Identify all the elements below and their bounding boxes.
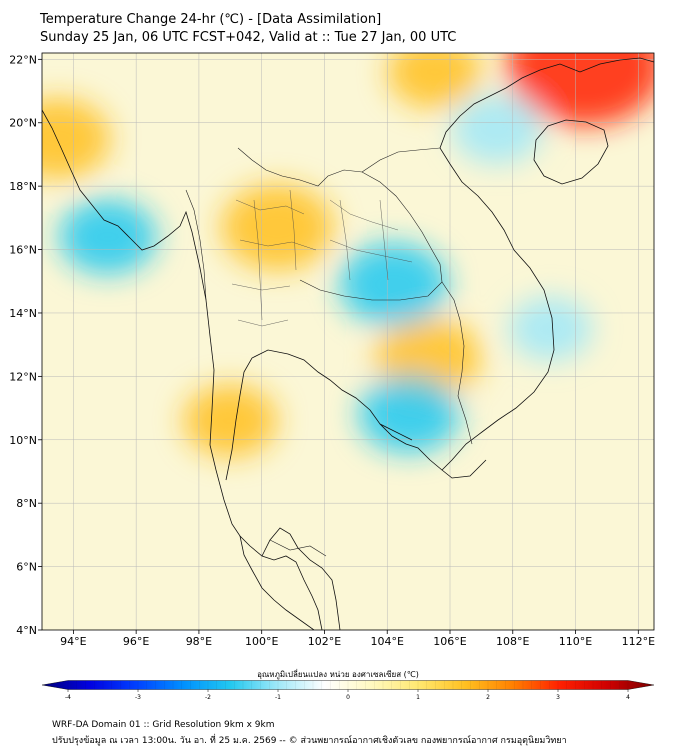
colorbar-tick-label: -2 [205,694,211,701]
lat-tick-label: 8°N [16,497,37,510]
lon-tick-label: 94°E [60,635,86,648]
colorbar-ticks: -4 -3 -2 -1 0 1 2 3 4 [65,680,630,701]
colorbar: -4 -3 -2 -1 0 1 2 3 4 [41,680,655,701]
lon-tick-label: 112°E [622,635,655,648]
colorbar-tick-label: 0 [346,694,350,701]
border-burma-thai [185,189,207,301]
lon-tick-label: 102°E [308,635,341,648]
lon-tick-label: 106°E [433,635,466,648]
lon-tick-label: 104°E [371,635,404,648]
colorbar-tick-label: 4 [626,694,630,701]
lat-tick-label: 20°N [9,117,37,130]
footer-credit: ปรับปรุงข้อมูล ณ เวลา 13:00น. วัน อา. ที… [52,736,567,746]
border-thai-laos [237,147,443,283]
anomaly-warm-andaman [183,384,278,457]
coastline-vietnam-south [379,423,487,479]
province-borders [231,189,413,327]
coastline-malay-peninsula [239,527,341,630]
colorbar-tick-label: -1 [275,694,281,701]
colorbar-tick-label: -3 [135,694,141,701]
coastline-gulf-of-thailand [225,57,654,481]
coastline-hainan [533,119,609,185]
lon-tick-label: 100°E [245,635,278,648]
anomaly-cool-south-vietnam-coast [508,296,593,361]
plot-area[interactable] [5,6,663,630]
colorbar-tick-label: 3 [556,694,560,701]
lat-tick-label: 12°N [9,370,37,383]
lat-tick-label: 18°N [9,180,37,193]
lat-tick-label: 4°N [16,624,37,637]
anomaly-cool-northeast-thailand [339,242,448,327]
anomaly-cool-gulf-of-tonkin [451,94,543,164]
lon-tick-label: 108°E [496,635,529,648]
map-subtitle: Sunday 25 Jan, 06 UTC FCST+042, Valid at… [40,30,457,45]
lat-tick-label: 10°N [9,434,37,447]
lon-tick-label: 96°E [123,635,149,648]
coastlines [42,57,654,630]
anomaly-warm-myanmar-north [387,53,482,109]
border-thai-cambodia [299,279,443,301]
anomaly-warm-north-burma [42,98,111,179]
lat-tick-label: 16°N [9,244,37,257]
colorbar-tick-label: 1 [416,694,420,701]
footer-model-info: WRF-DA Domain 01 :: Grid Resolution 9km … [52,720,275,730]
border-laos-vietnam [361,147,441,173]
lat-tick-label: 14°N [9,307,37,320]
colorbar-tick-label: 2 [486,694,490,701]
border-cambodia-vietnam [441,281,473,445]
map-title: Temperature Change 24-hr (℃) - [Data Ass… [40,12,382,27]
axis-ticks: 94°E 96°E 98°E 100°E 102°E 104°E 106°E 108°E 110… [9,53,655,648]
anomaly-warm-hainan-north [506,53,654,126]
anomaly-cool-bay-of-bengal [59,199,157,275]
coastline-burma-thai-west [42,109,323,630]
country-borders [185,147,473,557]
lon-tick-label: 110°E [559,635,592,648]
anomaly-cool-mekong-delta [358,375,460,454]
lon-tick-label: 98°E [186,635,212,648]
colorbar-tick-label: -4 [65,694,71,701]
border-thai-malaysia [269,539,327,557]
anomaly-warm-north-thailand [221,184,334,271]
lat-tick-label: 6°N [16,561,37,574]
lat-tick-label: 22°N [9,53,37,66]
plot-frame [41,52,655,631]
colorbar-label: อุณหภูมิเปลี่ยนแปลง หน่วย องศาเซลเซียส (… [257,670,419,679]
